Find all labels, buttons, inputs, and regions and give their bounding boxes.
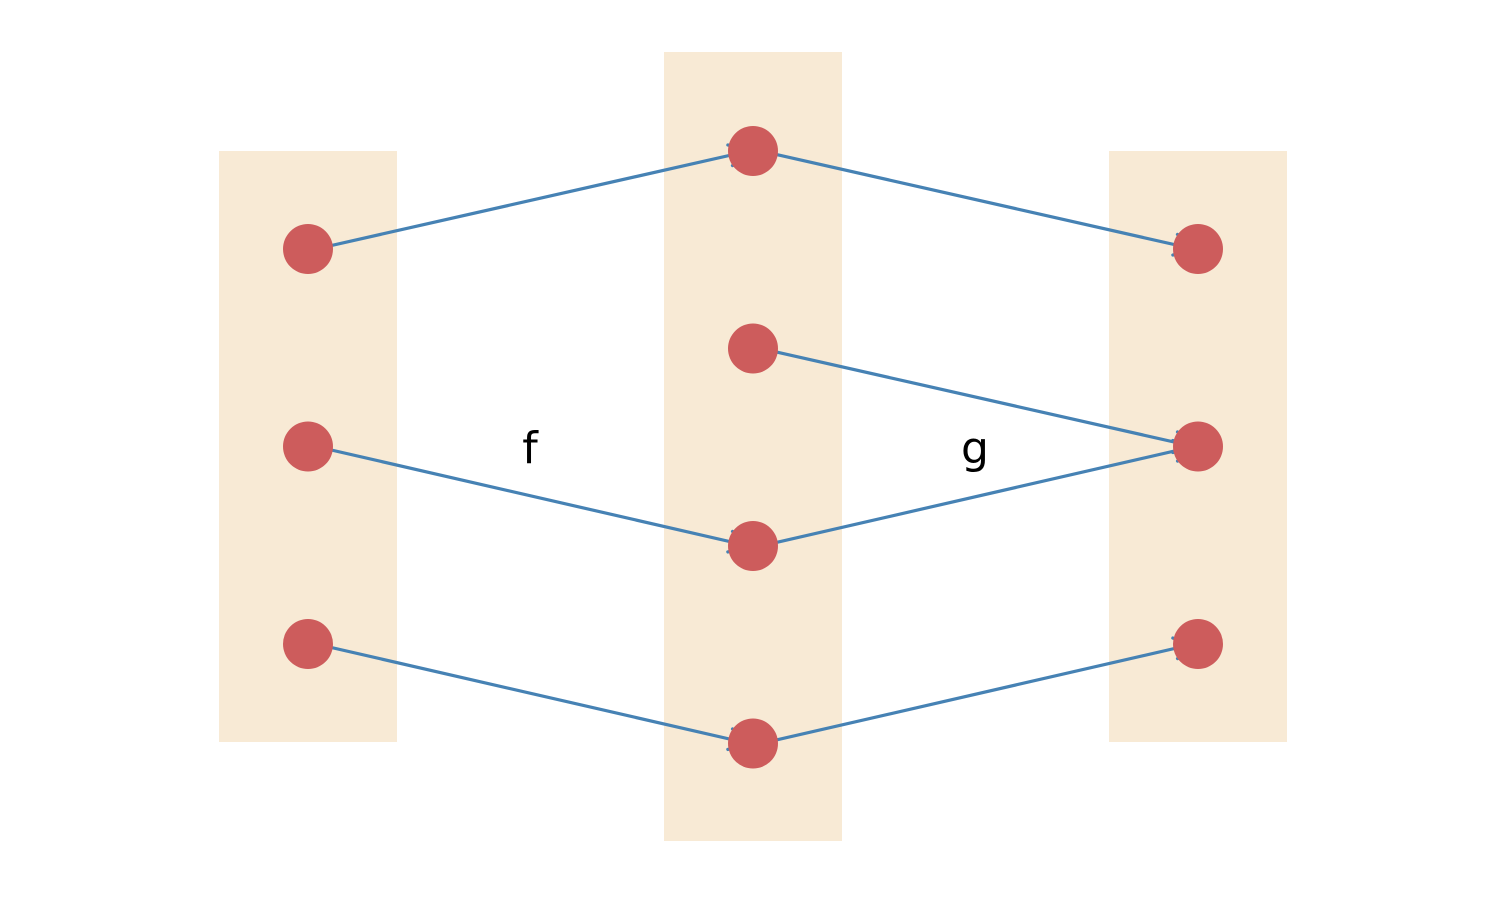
label-g: g [961,423,989,474]
element-codomain-2 [1173,421,1223,472]
element-domain-3 [283,619,333,669]
element-codomain-3 [1173,619,1223,669]
element-domain-2 [283,421,333,472]
element-middle-1 [728,126,778,176]
label-f: f [522,423,539,474]
set-box-middle [664,52,842,841]
element-codomain-1 [1173,224,1223,274]
set-elements [283,126,1223,769]
element-middle-2 [728,323,778,374]
element-middle-4 [728,718,778,769]
element-domain-1 [283,224,333,274]
element-middle-3 [728,521,778,571]
